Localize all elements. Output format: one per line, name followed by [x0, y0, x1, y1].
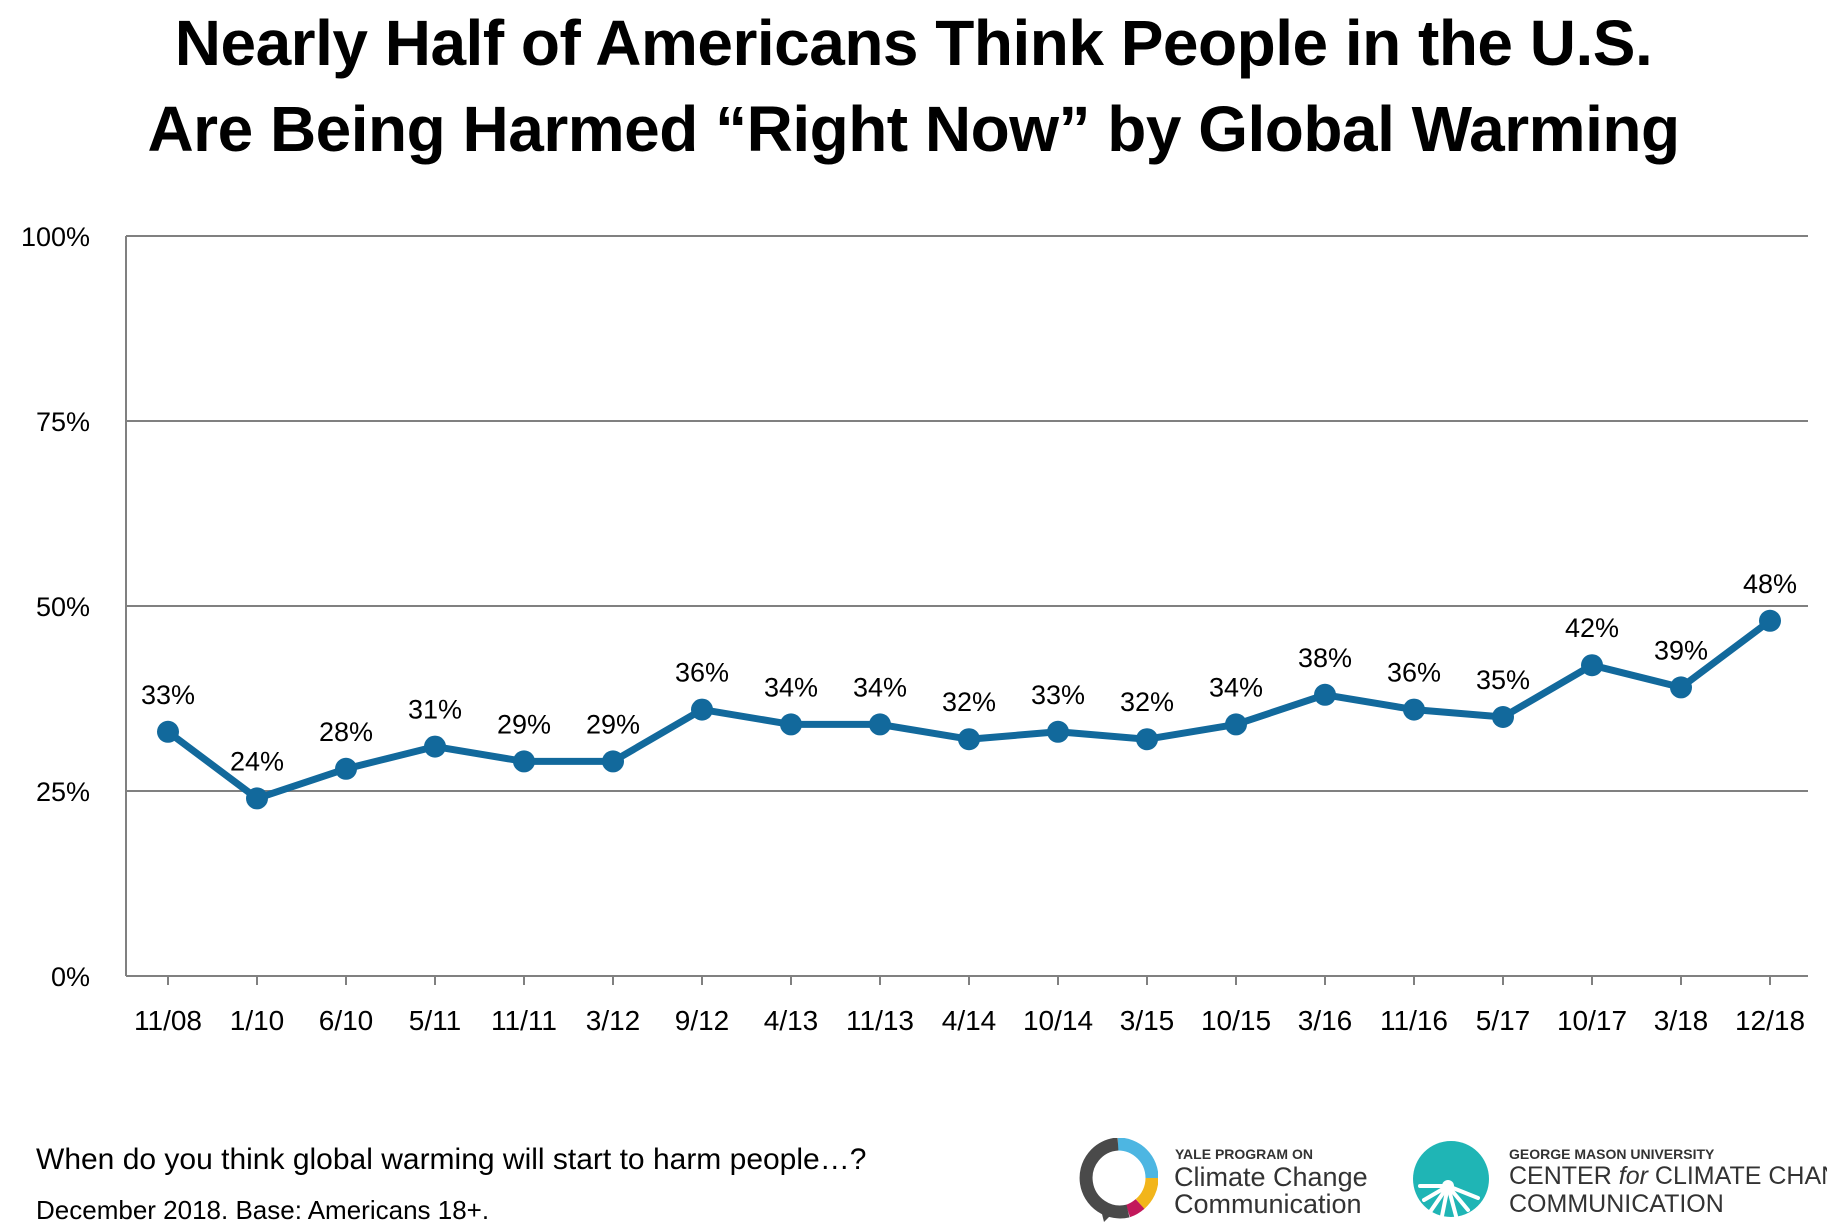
x-tick-label: 11/13: [846, 1005, 914, 1036]
data-point: [691, 698, 713, 721]
data-label: 31%: [408, 695, 462, 725]
yale-logo-line-1: YALE PROGRAM ON: [1175, 1146, 1313, 1162]
yale-logo-icon: [1079, 1138, 1158, 1222]
x-tick-label: 10/14: [1023, 1005, 1093, 1036]
data-point: [1136, 728, 1158, 751]
data-point: [958, 728, 980, 751]
x-tick-label: 11/08: [134, 1005, 202, 1036]
y-tick-label: 50%: [36, 592, 90, 622]
gmu-logo-center: CENTER: [1509, 1162, 1612, 1190]
data-point: [1225, 713, 1247, 736]
gmu-logo-line-2: CENTER for CLIMATE CHANGE: [1509, 1162, 1827, 1191]
data-label: 28%: [319, 717, 373, 747]
data-label: 29%: [497, 709, 551, 739]
data-label: 36%: [675, 658, 729, 688]
x-tick-label: 11/16: [1380, 1005, 1448, 1036]
data-label: 34%: [853, 672, 907, 702]
chart-title-line-1: Nearly Half of Americans Think People in…: [174, 7, 1653, 79]
data-point: [1047, 720, 1069, 743]
data-label: 39%: [1654, 635, 1708, 665]
x-tick-label: 4/14: [942, 1005, 997, 1036]
x-tick-label: 5/17: [1476, 1005, 1531, 1036]
y-tick-label: 75%: [36, 407, 90, 437]
chart-title-line-2: Are Being Harmed “Right Now” by Global W…: [147, 93, 1680, 165]
data-label: 34%: [1209, 672, 1263, 702]
data-point: [1403, 698, 1425, 721]
data-label: 35%: [1476, 665, 1530, 695]
gmu-logo-for: for: [1618, 1162, 1648, 1190]
data-point: [602, 750, 624, 773]
x-tick-label: 11/11: [491, 1005, 557, 1036]
yale-logo-line-2: Climate Change: [1174, 1162, 1368, 1192]
x-tick-label: 3/18: [1654, 1005, 1709, 1036]
survey-question: When do you think global warming will st…: [36, 1143, 867, 1176]
data-label: 32%: [942, 687, 996, 717]
data-point: [1759, 609, 1781, 632]
data-label: 34%: [764, 672, 818, 702]
gmu-logo-line-1: GEORGE MASON UNIVERSITY: [1509, 1146, 1715, 1162]
data-point: [1670, 676, 1692, 699]
data-point: [335, 757, 357, 780]
x-tick-label: 1/10: [230, 1005, 285, 1036]
data-point: [1492, 706, 1514, 728]
data-point: [869, 713, 891, 736]
x-tick-label: 5/11: [409, 1005, 461, 1036]
x-tick-label: 3/12: [586, 1005, 641, 1036]
y-tick-label: 100%: [21, 222, 90, 252]
y-tick-label: 25%: [36, 777, 90, 807]
x-tick-label: 12/18: [1735, 1005, 1805, 1036]
data-label: 42%: [1565, 613, 1619, 643]
data-label: 33%: [141, 680, 195, 710]
data-label: 33%: [1031, 680, 1085, 710]
x-tick-label: 4/13: [764, 1005, 819, 1036]
data-label: 24%: [230, 746, 284, 776]
data-point: [1314, 683, 1336, 706]
y-tick-label: 0%: [51, 962, 90, 992]
data-point: [246, 787, 268, 810]
x-tick-label: 6/10: [319, 1005, 374, 1036]
x-tick-label: 3/15: [1120, 1005, 1175, 1036]
data-point: [513, 750, 535, 773]
gmu-logo-climate-change: CLIMATE CHANGE: [1654, 1162, 1827, 1190]
survey-base-note: December 2018. Base: Americans 18+.: [36, 1195, 490, 1225]
x-tick-label: 10/15: [1201, 1005, 1271, 1036]
data-point: [157, 720, 179, 743]
data-label: 29%: [586, 709, 640, 739]
gmu-logo-icon: [1413, 1141, 1489, 1218]
data-label: 32%: [1120, 687, 1174, 717]
x-tick-label: 9/12: [675, 1005, 730, 1036]
data-label: 48%: [1743, 569, 1797, 599]
data-point: [424, 735, 446, 758]
data-point: [1581, 654, 1603, 677]
yale-logo-line-3: Communication: [1174, 1189, 1362, 1219]
x-tick-label: 3/16: [1298, 1005, 1353, 1036]
gmu-logo-line-3: COMMUNICATION: [1509, 1190, 1724, 1218]
x-tick-label: 10/17: [1557, 1005, 1627, 1036]
data-point: [780, 713, 802, 736]
data-label: 38%: [1298, 643, 1352, 673]
data-label: 36%: [1387, 658, 1441, 688]
